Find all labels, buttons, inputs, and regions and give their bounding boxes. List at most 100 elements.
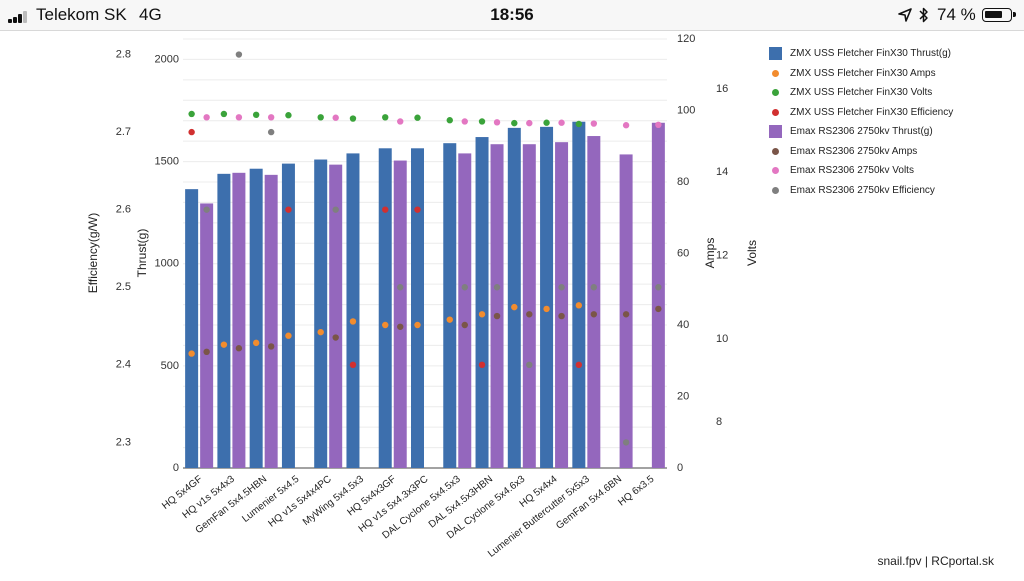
- legend-marker: [760, 108, 790, 116]
- battery-percent: 74 %: [937, 5, 976, 24]
- point-zmx_amps: [188, 350, 195, 357]
- bar-zmx_thrust: [346, 153, 360, 468]
- efficiency-tick-label: 2.6: [116, 204, 131, 216]
- point-zmx_volts: [220, 110, 228, 118]
- bar-zmx_thrust: [540, 126, 554, 468]
- legend-swatch: [760, 125, 790, 139]
- point-emax_volts: [622, 122, 630, 129]
- thrust-tick-label: 2000: [155, 53, 179, 65]
- point-emax_amps: [461, 321, 468, 329]
- volts-tick-label: 16: [716, 83, 728, 95]
- point-zmx_volts: [446, 117, 453, 124]
- legend-label: Emax RS2306 2750kv Amps: [790, 145, 918, 157]
- point-emax_amps: [558, 312, 565, 320]
- volts-axis-title: Volts: [745, 240, 759, 266]
- legend-item[interactable]: ZMX USS Fletcher FinX30 Volts: [760, 83, 1000, 103]
- network-type: 4G: [139, 5, 162, 24]
- point-zmx_amps: [414, 321, 421, 329]
- legend-label: Emax RS2306 2750kv Thrust(g): [790, 126, 933, 138]
- legend-swatch: [760, 47, 790, 61]
- bar-zmx_thrust: [378, 148, 392, 468]
- bar-zmx_thrust: [249, 168, 263, 468]
- bar-emax_thrust: [651, 122, 665, 468]
- signal-icon: [8, 9, 34, 23]
- legend-marker: [760, 69, 790, 77]
- point-zmx_volts: [543, 119, 550, 126]
- point-zmx_amps: [575, 302, 583, 309]
- legend-label: ZMX USS Fletcher FinX30 Amps: [790, 67, 936, 79]
- bar-zmx_thrust: [475, 137, 489, 469]
- point-zmx_volts: [575, 120, 583, 128]
- legend-marker: [760, 167, 790, 175]
- bar-zmx_thrust: [572, 121, 586, 468]
- bar-zmx_thrust: [314, 159, 328, 468]
- amps-tick-label: 100: [677, 104, 695, 116]
- point-emax_efficiency: [526, 361, 533, 369]
- thrust-tick-label: 0: [173, 462, 179, 474]
- legend-item[interactable]: Emax RS2306 2750kv Volts: [760, 161, 1000, 181]
- amps-tick-label: 0: [677, 462, 683, 474]
- point-emax_efficiency: [332, 206, 339, 213]
- point-zmx_volts: [188, 110, 195, 118]
- legend-item[interactable]: Emax RS2306 2750kv Amps: [760, 142, 1000, 162]
- point-emax_volts: [397, 118, 404, 125]
- legend-item[interactable]: Emax RS2306 2750kv Thrust(g): [760, 122, 1000, 142]
- point-zmx_efficiency: [478, 361, 486, 369]
- legend-label: Emax RS2306 2750kv Volts: [790, 165, 914, 177]
- point-zmx_amps: [446, 316, 453, 323]
- point-emax_volts: [655, 121, 662, 128]
- combo-chart: 2.3 2.4 2.5 2.6 2.7 2.8 0 500 1000 1500 2000 0 20 40 6…: [86, 33, 759, 560]
- amps-tick-label: 120: [677, 33, 695, 45]
- legend-item[interactable]: ZMX USS Fletcher FinX30 Efficiency: [760, 103, 1000, 123]
- point-emax_efficiency: [397, 284, 404, 291]
- volts-tick-label: 14: [716, 166, 728, 178]
- bar-emax_thrust: [393, 160, 407, 469]
- point-zmx_amps: [285, 332, 292, 339]
- legend-item[interactable]: ZMX USS Fletcher FinX30 Amps: [760, 64, 1000, 84]
- bar-emax_thrust: [329, 164, 343, 468]
- point-emax_volts: [235, 114, 243, 121]
- thrust-tick-label: 1000: [155, 258, 179, 270]
- category-label: HQ 6x3.5: [616, 474, 656, 509]
- point-zmx_amps: [543, 305, 550, 313]
- point-emax_efficiency: [493, 284, 501, 291]
- efficiency-tick-label: 2.7: [116, 126, 131, 138]
- point-zmx_efficiency: [382, 206, 389, 213]
- legend-item[interactable]: Emax RS2306 2750kv Efficiency: [760, 181, 1000, 201]
- location-icon: [898, 8, 912, 22]
- point-zmx_amps: [252, 339, 260, 347]
- legend-label: ZMX USS Fletcher FinX30 Volts: [790, 87, 933, 99]
- volts-tick-label: 10: [716, 333, 728, 345]
- bar-zmx_thrust: [217, 173, 231, 469]
- legend-item[interactable]: ZMX USS Fletcher FinX30 Thrust(g): [760, 44, 1000, 64]
- point-zmx_amps: [349, 318, 357, 325]
- point-zmx_amps: [382, 321, 389, 329]
- amps-tick-label: 40: [677, 319, 689, 331]
- point-emax_volts: [526, 119, 533, 127]
- point-emax_amps: [267, 343, 275, 350]
- thrust-axis-title: Thrust(g): [135, 229, 149, 278]
- point-zmx_amps: [220, 341, 228, 348]
- point-zmx_efficiency: [188, 128, 195, 136]
- efficiency-tick-label: 2.4: [116, 359, 131, 371]
- bar-emax_thrust: [587, 136, 601, 468]
- carrier-name: Telekom SK: [36, 5, 127, 24]
- point-zmx_volts: [511, 119, 518, 127]
- efficiency-tick-label: 2.5: [116, 281, 131, 293]
- point-emax_volts: [267, 114, 275, 121]
- point-emax_amps: [590, 311, 598, 318]
- bar-emax_thrust: [522, 144, 536, 468]
- thrust-tick-label: 500: [161, 360, 179, 372]
- legend-marker: [760, 147, 790, 155]
- efficiency-tick-label: 2.8: [116, 48, 131, 60]
- point-zmx_volts: [349, 115, 357, 122]
- point-emax_amps: [235, 345, 243, 352]
- point-emax_volts: [558, 119, 565, 126]
- point-zmx_efficiency: [414, 206, 421, 213]
- amps-tick-label: 20: [677, 390, 689, 402]
- bar-zmx_thrust: [281, 163, 295, 468]
- point-zmx_amps: [478, 311, 486, 318]
- point-emax_efficiency: [558, 284, 565, 291]
- point-emax_amps: [526, 311, 533, 318]
- bar-emax_thrust: [232, 172, 246, 469]
